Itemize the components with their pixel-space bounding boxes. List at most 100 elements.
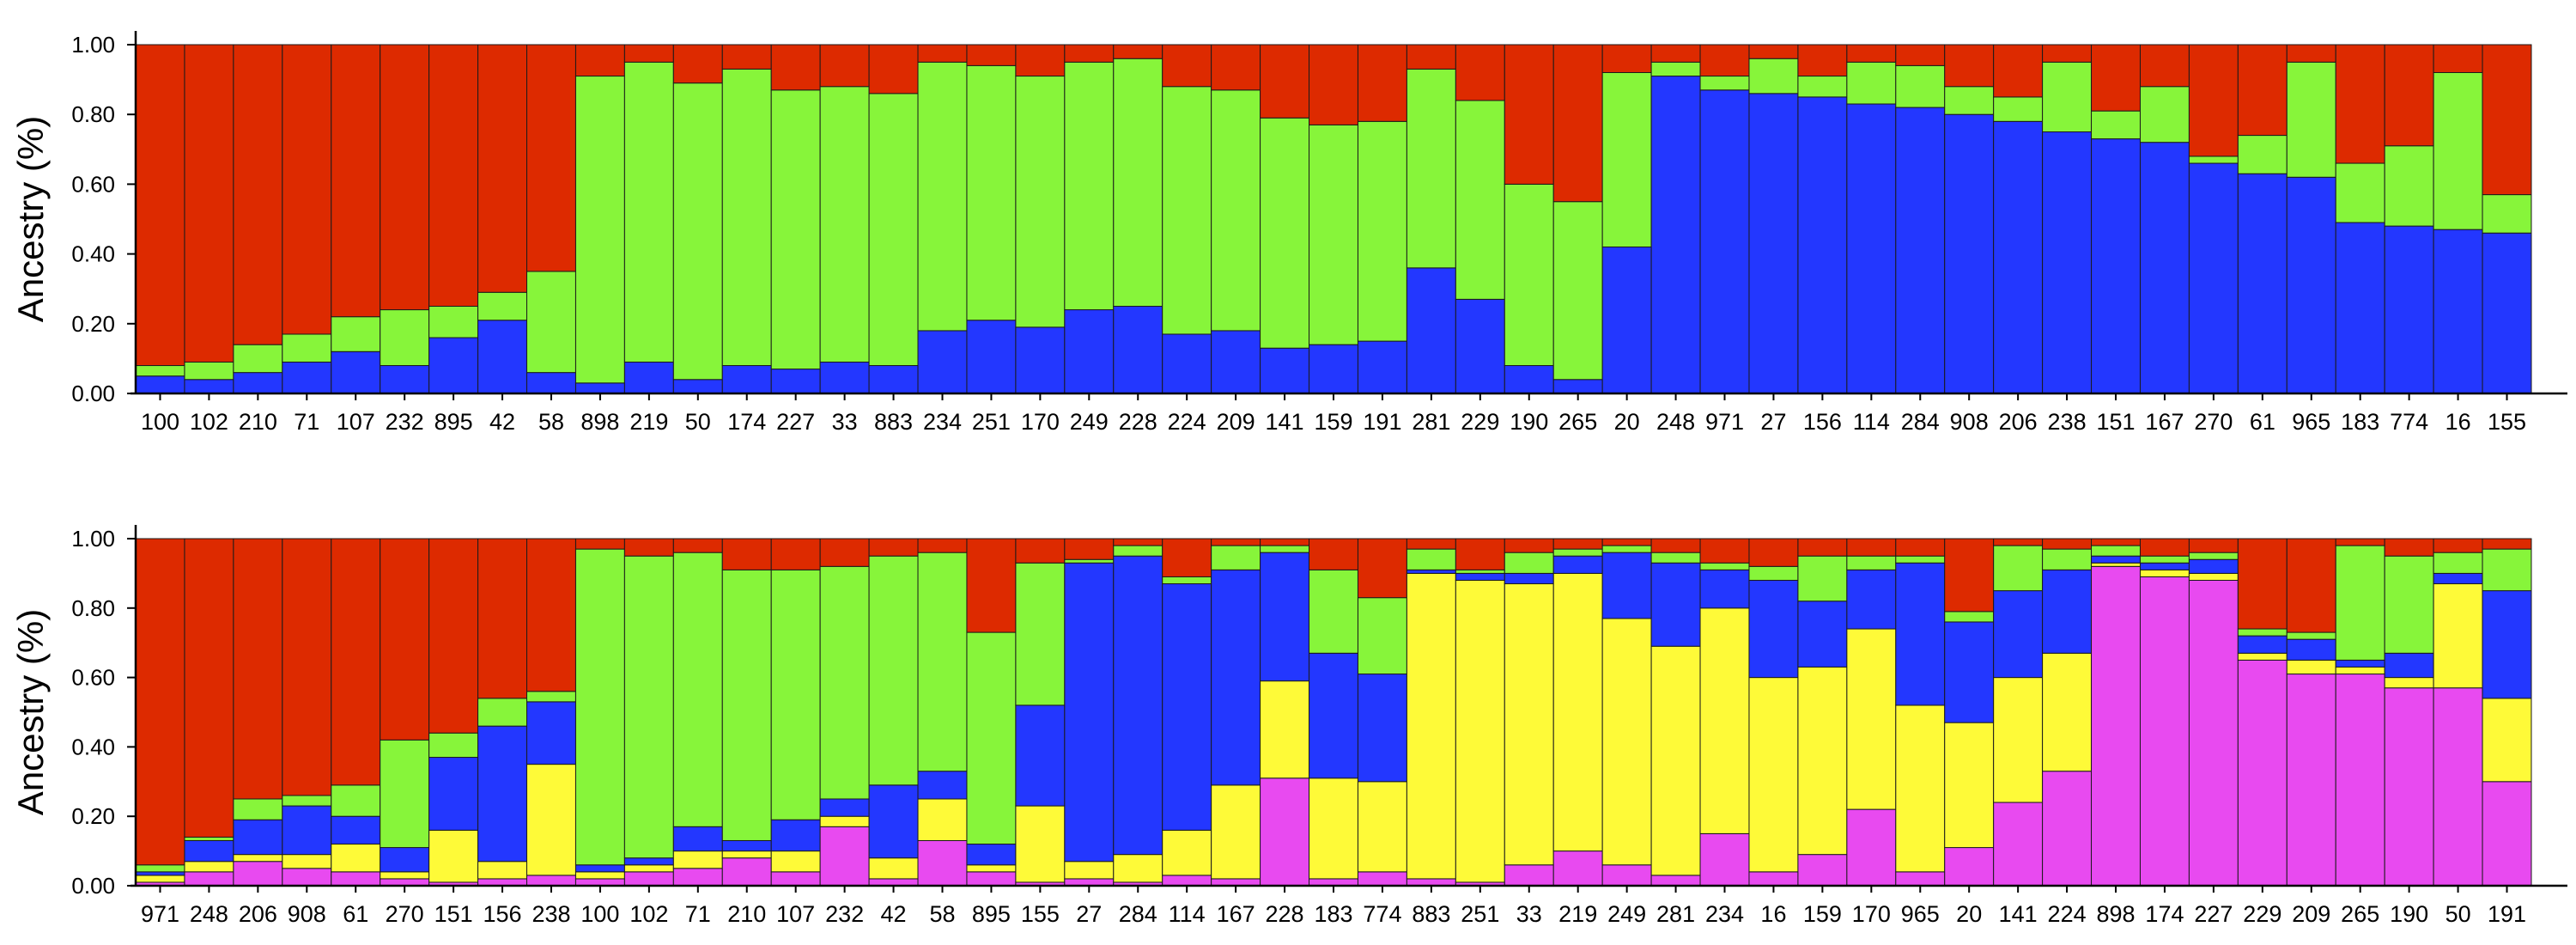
- x-tick-label: 58: [929, 901, 955, 927]
- x-tick-label: 227: [776, 409, 815, 435]
- bar-segment: [184, 538, 234, 838]
- bar-segment: [2188, 579, 2239, 887]
- bar-segment: [135, 864, 185, 873]
- bar-segment: [1601, 552, 1652, 619]
- bar-segment: [1944, 847, 1995, 887]
- x-tick-label: 895: [434, 409, 473, 435]
- bar-segment: [917, 538, 968, 553]
- bar-segment: [233, 854, 283, 863]
- x-tick-label: 20: [1614, 409, 1640, 435]
- bar-segment: [1309, 569, 1358, 654]
- bar-segment: [574, 538, 625, 550]
- bar-segment: [2188, 552, 2239, 560]
- bar-segment: [184, 861, 234, 873]
- bar-segment: [2237, 635, 2287, 654]
- x-tick-label: 895: [972, 901, 1011, 927]
- bar-segment: [2482, 590, 2532, 699]
- bar-segment: [2042, 569, 2093, 654]
- bar-segment: [135, 365, 185, 377]
- bar-segment: [1552, 379, 1603, 394]
- bar-segment: [1601, 44, 1652, 73]
- bar-segment: [2091, 538, 2141, 546]
- bar-segment: [1944, 722, 1995, 849]
- bar-segment: [574, 44, 625, 77]
- x-tick-label: 229: [2243, 901, 2281, 927]
- bar-segment: [917, 798, 968, 841]
- bar-segment: [2335, 666, 2385, 675]
- bar-segment: [1895, 562, 1946, 706]
- bar-segment: [819, 538, 870, 567]
- bar-segment: [1162, 576, 1212, 585]
- bar-segment: [1944, 86, 1995, 115]
- x-tick-label: 100: [141, 409, 179, 435]
- bar-segment: [2042, 61, 2093, 132]
- y-axis-label: Ancestry (%): [10, 116, 51, 322]
- bar-segment: [770, 369, 821, 394]
- bar-segment: [770, 44, 821, 91]
- bar-segment: [526, 701, 576, 765]
- bar-segment: [2384, 652, 2434, 679]
- bar-segment: [770, 850, 821, 873]
- bar-segment: [2091, 545, 2141, 557]
- x-tick-label: 965: [1901, 901, 1940, 927]
- bar-segment: [233, 819, 283, 856]
- bar-segment: [282, 538, 332, 796]
- x-tick-label: 219: [629, 409, 668, 435]
- x-tick-label: 16: [2445, 409, 2471, 435]
- x-tick-label: 229: [1461, 409, 1499, 435]
- bar-segment: [2482, 194, 2532, 234]
- bar-segment: [1895, 871, 1946, 887]
- bar-segment: [2286, 659, 2336, 675]
- bar-segment: [1846, 628, 1897, 810]
- bar-segment: [1015, 44, 1066, 77]
- bar-segment: [1113, 854, 1163, 883]
- bar-segment: [1699, 538, 1750, 564]
- x-tick-label: 249: [1607, 901, 1646, 927]
- bar-segment: [331, 44, 381, 318]
- bar-segment: [1552, 201, 1603, 381]
- bar-segment: [2091, 44, 2141, 112]
- bar-segment: [1552, 538, 1603, 550]
- bar-segment: [1699, 832, 1750, 887]
- x-tick-label: 224: [2048, 901, 2087, 927]
- bar-segment: [1797, 76, 1848, 98]
- x-tick-label: 265: [2341, 901, 2379, 927]
- bar-segment: [917, 839, 968, 887]
- bar-segment: [1895, 64, 1946, 108]
- bar-segment: [2384, 225, 2434, 394]
- bar-segment: [282, 795, 332, 807]
- bar-segment: [966, 871, 1017, 887]
- bar-segment: [721, 538, 772, 570]
- bar-segment: [135, 44, 185, 367]
- bar-segment: [574, 76, 625, 384]
- bar-segment: [1015, 76, 1066, 328]
- x-tick-label: 27: [1076, 901, 1102, 927]
- bar-segment: [721, 839, 772, 852]
- x-tick-label: 183: [2341, 409, 2379, 435]
- bar-segment: [868, 857, 919, 880]
- x-tick-label: 281: [1412, 409, 1450, 435]
- bar-segment: [2091, 138, 2141, 394]
- bar-segment: [1015, 704, 1066, 807]
- bar-segment: [331, 844, 381, 873]
- bar-segment: [721, 857, 772, 887]
- bar-segment: [2433, 687, 2483, 887]
- x-tick-label: 151: [434, 901, 473, 927]
- bar-segment: [1113, 306, 1163, 394]
- x-tick-label: 284: [1901, 409, 1940, 435]
- bar-segment: [2384, 677, 2434, 689]
- y-tick-label: 0.00: [71, 381, 115, 406]
- bar-segment: [477, 861, 528, 880]
- bar-segment: [282, 361, 332, 394]
- bar-segment: [1406, 68, 1456, 269]
- bar-segment: [380, 538, 430, 741]
- bar-segment: [2335, 222, 2385, 394]
- bar-segment: [135, 375, 185, 394]
- bar-segment: [1064, 61, 1115, 311]
- bar-segment: [2286, 61, 2336, 178]
- y-tick-label: 0.40: [71, 734, 115, 759]
- x-tick-label: 190: [2390, 901, 2428, 927]
- bar-segment: [966, 844, 1017, 866]
- x-tick-label: 141: [1999, 901, 2038, 927]
- bar-segment: [1797, 555, 1848, 602]
